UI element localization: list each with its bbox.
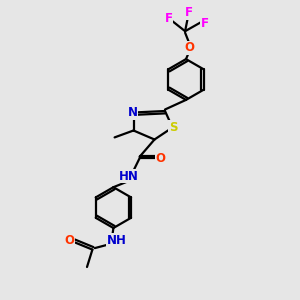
Text: F: F bbox=[165, 12, 172, 25]
Text: S: S bbox=[169, 121, 177, 134]
Text: F: F bbox=[185, 6, 193, 19]
Text: O: O bbox=[184, 41, 195, 54]
Text: F: F bbox=[201, 17, 208, 30]
Text: HN: HN bbox=[119, 170, 139, 183]
Text: N: N bbox=[128, 106, 138, 119]
Text: O: O bbox=[64, 234, 75, 248]
Text: O: O bbox=[156, 152, 166, 165]
Text: NH: NH bbox=[107, 233, 127, 247]
